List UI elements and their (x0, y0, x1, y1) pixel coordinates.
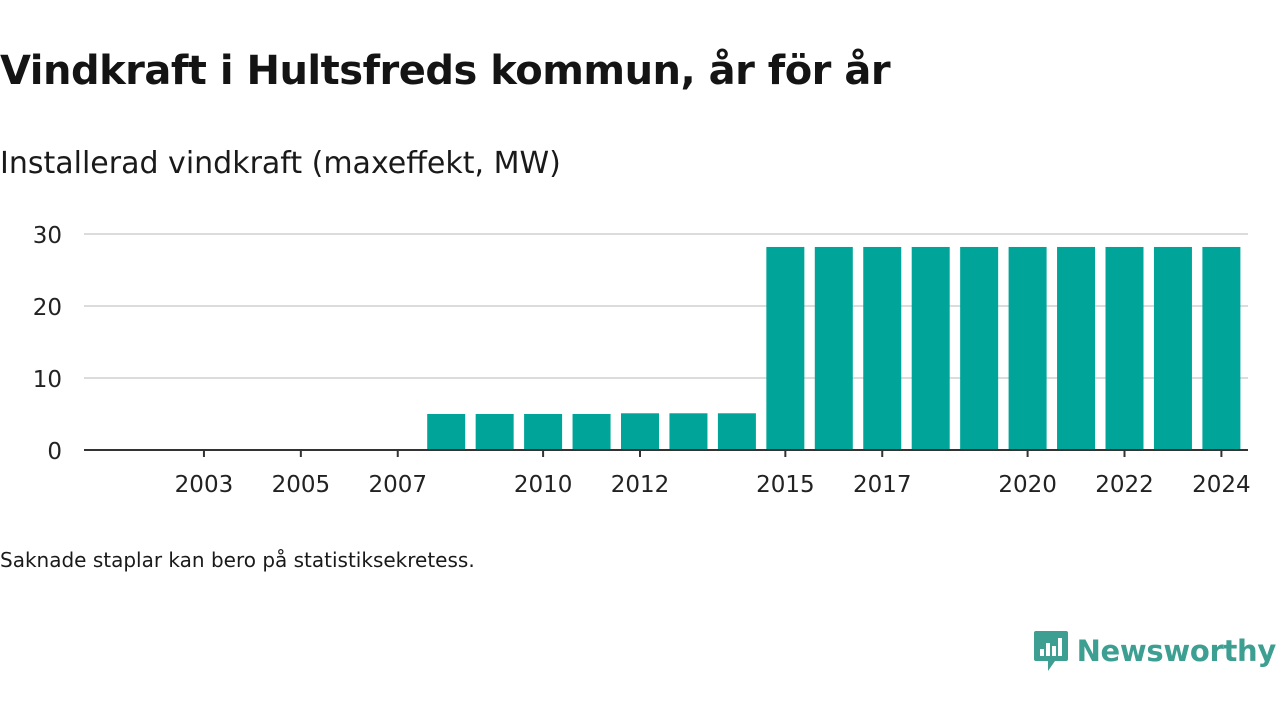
chart-title: Vindkraft i Hultsfreds kommun, år för år (0, 48, 891, 94)
x-tick-label-2015: 2015 (756, 472, 815, 498)
bar-2017 (863, 246, 902, 450)
bar-2008 (427, 414, 466, 450)
bar-2020 (1008, 246, 1047, 450)
brand-logo-block: Newsworthy (1033, 628, 1276, 674)
bar-2014 (717, 413, 756, 450)
bar-2022 (1105, 246, 1144, 450)
chart-subtitle: Installerad vindkraft (maxeffekt, MW) (0, 146, 561, 181)
y-tick-label-0: 0 (47, 439, 62, 465)
bar-2011 (572, 414, 611, 450)
y-tick-label-20: 20 (33, 295, 62, 321)
bar-2015 (766, 246, 805, 450)
x-tick-label-2007: 2007 (368, 472, 427, 498)
brand-name: Newsworthy (1076, 634, 1277, 668)
gridlines (84, 233, 1248, 379)
x-tick-label-2022: 2022 (1095, 472, 1154, 498)
bar-2018 (911, 246, 950, 450)
bar-2019 (960, 246, 999, 450)
x-tick-label-2012: 2012 (611, 472, 670, 498)
x-tick-label-2005: 2005 (272, 472, 331, 498)
x-tick-label-2017: 2017 (853, 472, 912, 498)
bar-2021 (1057, 246, 1096, 450)
x-tick-label-2024: 2024 (1192, 472, 1251, 498)
x-tick-label-2020: 2020 (998, 472, 1057, 498)
y-tick-label-30: 30 (33, 223, 62, 249)
bar-2024 (1202, 246, 1241, 450)
bar-2010 (524, 414, 563, 450)
bar-2013 (669, 413, 708, 450)
bar-2009 (475, 414, 514, 450)
newsworthy-chart-bubble-icon (1033, 631, 1068, 671)
bar-2023 (1153, 246, 1192, 450)
bar-chart: 0 10 20 30 2003 2005 2007 2010 2012 2015 2017 2020… (33, 223, 1251, 498)
x-tick-label-2010: 2010 (514, 472, 573, 498)
y-tick-label-10: 10 (33, 367, 62, 393)
bar-2016 (814, 246, 853, 450)
bar-2012 (621, 413, 659, 450)
bars (427, 246, 1241, 450)
footnote: Saknade staplar kan bero på statistiksek… (0, 548, 475, 572)
y-axis-labels: 0 10 20 30 (33, 223, 62, 465)
x-axis: 2003 2005 2007 2010 2012 2015 2017 2020 2022 2024 (84, 449, 1251, 498)
x-tick-label-2003: 2003 (175, 472, 234, 498)
